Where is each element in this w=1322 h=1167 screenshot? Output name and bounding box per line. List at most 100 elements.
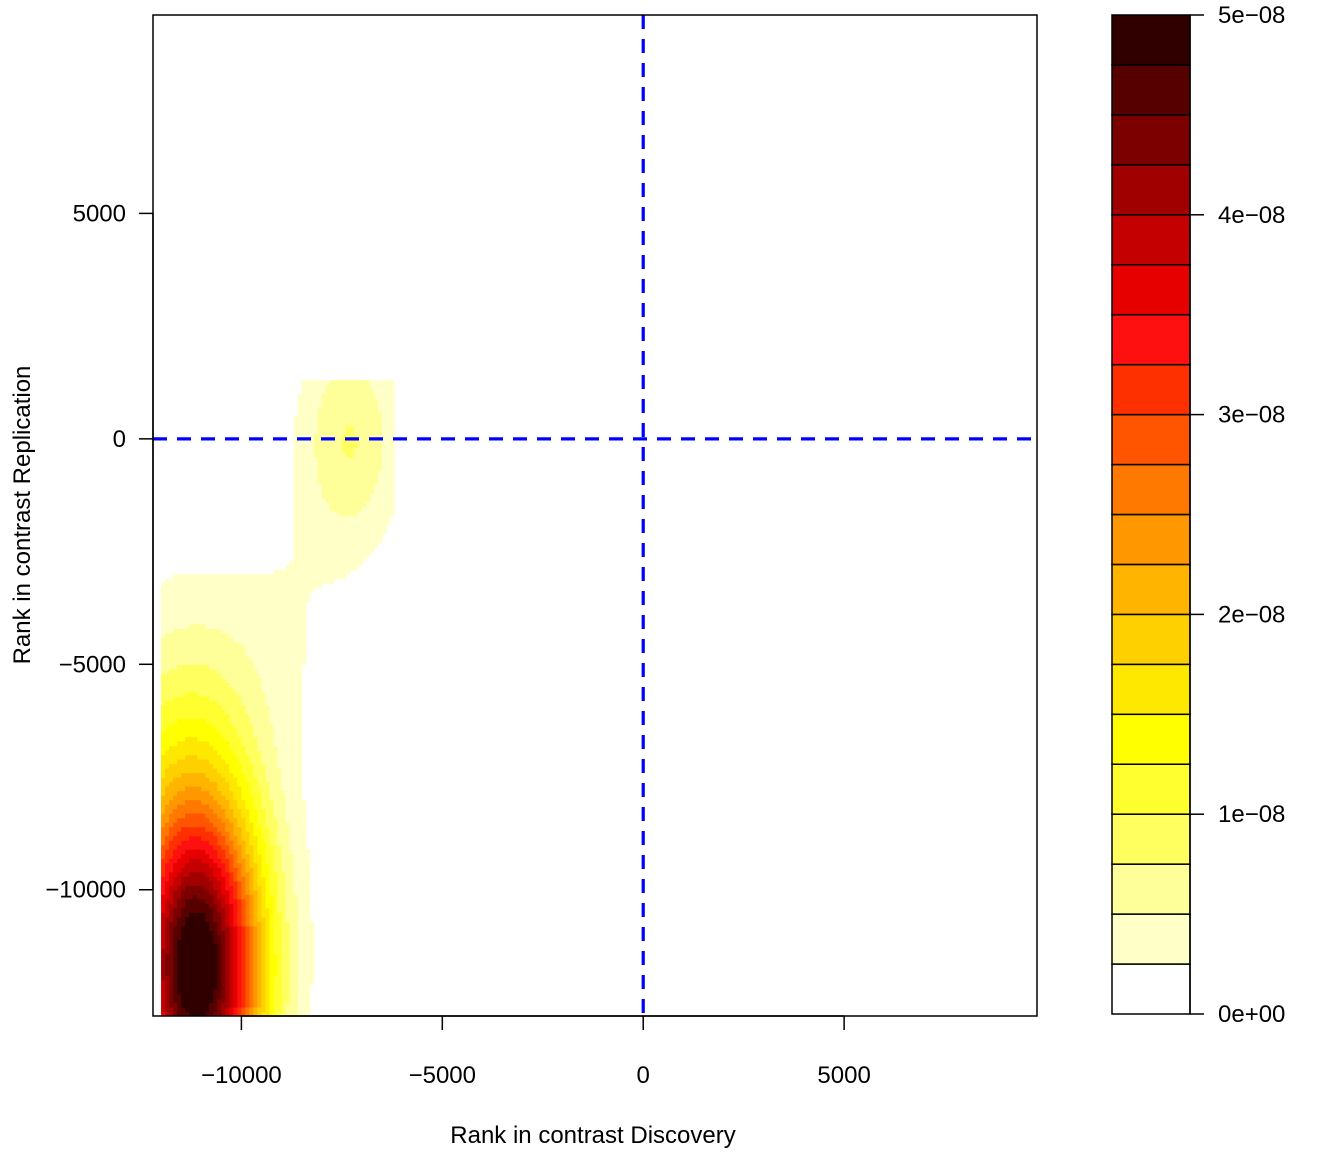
density-cell — [313, 501, 319, 508]
density-cell — [265, 930, 271, 936]
density-cell — [201, 862, 206, 868]
density-cell — [361, 456, 367, 462]
density-cell — [293, 551, 299, 557]
density-cell — [305, 925, 311, 931]
density-cell — [341, 515, 347, 521]
density-cell — [233, 641, 238, 647]
density-cell — [301, 826, 307, 832]
density-cell — [189, 930, 194, 936]
density-cell — [181, 966, 186, 972]
density-cell — [165, 772, 170, 778]
density-cell — [225, 605, 230, 611]
density-cell — [265, 740, 271, 747]
density-cell — [257, 898, 263, 904]
density-cell — [197, 592, 202, 598]
density-cell — [293, 984, 299, 990]
density-cell — [301, 492, 307, 499]
density-cell — [161, 961, 166, 967]
density-cell — [181, 718, 186, 724]
density-cell — [201, 691, 206, 697]
density-cell — [237, 668, 242, 674]
density-cell — [273, 988, 279, 995]
density-cell — [257, 993, 263, 999]
density-cell — [293, 565, 299, 571]
density-cell — [193, 795, 198, 801]
density-cell — [273, 1011, 279, 1016]
density-cell — [221, 880, 226, 886]
density-cell — [201, 740, 206, 747]
density-cell — [205, 763, 210, 769]
density-cell — [249, 677, 255, 683]
density-cell — [309, 465, 315, 472]
density-cell — [382, 389, 387, 395]
density-cell — [233, 925, 238, 931]
density-cell — [209, 817, 214, 823]
density-cell — [261, 668, 267, 674]
density-cell — [233, 768, 238, 774]
density-cell — [337, 479, 343, 485]
density-cell — [205, 574, 210, 580]
density-cell — [189, 668, 194, 674]
density-cell — [237, 592, 242, 598]
density-cell — [253, 610, 259, 616]
density-cell — [193, 637, 198, 643]
density-cell — [249, 889, 255, 895]
density-cell — [213, 889, 218, 895]
density-cell — [221, 957, 226, 963]
density-cell — [341, 556, 347, 562]
density-cell — [201, 835, 206, 841]
density-cell — [293, 835, 299, 841]
density-cell — [369, 420, 375, 426]
density-cell — [365, 407, 371, 413]
density-cell — [233, 876, 238, 882]
density-cell — [301, 1011, 307, 1016]
density-cell — [189, 781, 194, 787]
density-cell — [337, 402, 343, 408]
density-cell — [245, 979, 251, 986]
density-cell — [277, 894, 283, 900]
density-cell — [225, 632, 230, 638]
density-cell — [249, 898, 255, 904]
density-cell — [293, 862, 299, 868]
colorbar-swatch — [1111, 14, 1191, 66]
density-cell — [285, 686, 291, 692]
density-cell — [349, 411, 355, 417]
density-cell — [181, 772, 186, 778]
density-cell — [309, 492, 315, 499]
density-cell — [209, 916, 214, 922]
density-cell — [213, 1011, 218, 1016]
density-cell — [285, 655, 291, 661]
density-cell — [253, 722, 259, 729]
density-cell — [285, 574, 291, 580]
density-cell — [241, 673, 247, 679]
density-cell — [293, 610, 299, 616]
density-cell — [201, 781, 206, 787]
density-cell — [185, 745, 190, 751]
density-cell — [213, 650, 218, 656]
density-cell — [161, 984, 166, 990]
density-cell — [333, 438, 339, 444]
density-cell — [209, 601, 214, 607]
density-cell — [161, 700, 166, 706]
density-cell — [390, 384, 395, 390]
density-cell — [241, 786, 247, 792]
density-cell — [173, 876, 178, 882]
density-cell — [189, 916, 194, 922]
density-cell — [297, 880, 303, 886]
density-cell — [329, 510, 335, 517]
density-cell — [249, 786, 255, 792]
density-cell — [221, 876, 226, 882]
density-cell — [289, 817, 295, 823]
density-cell — [289, 587, 295, 593]
density-cell — [277, 939, 283, 945]
density-cell — [177, 777, 182, 783]
density-cell — [209, 835, 214, 841]
density-cell — [249, 587, 255, 593]
density-cell — [305, 483, 311, 490]
density-cell — [325, 560, 331, 566]
density-cell — [221, 763, 226, 769]
density-cell — [189, 731, 194, 738]
density-cell — [345, 434, 351, 440]
density-cell — [253, 853, 259, 859]
